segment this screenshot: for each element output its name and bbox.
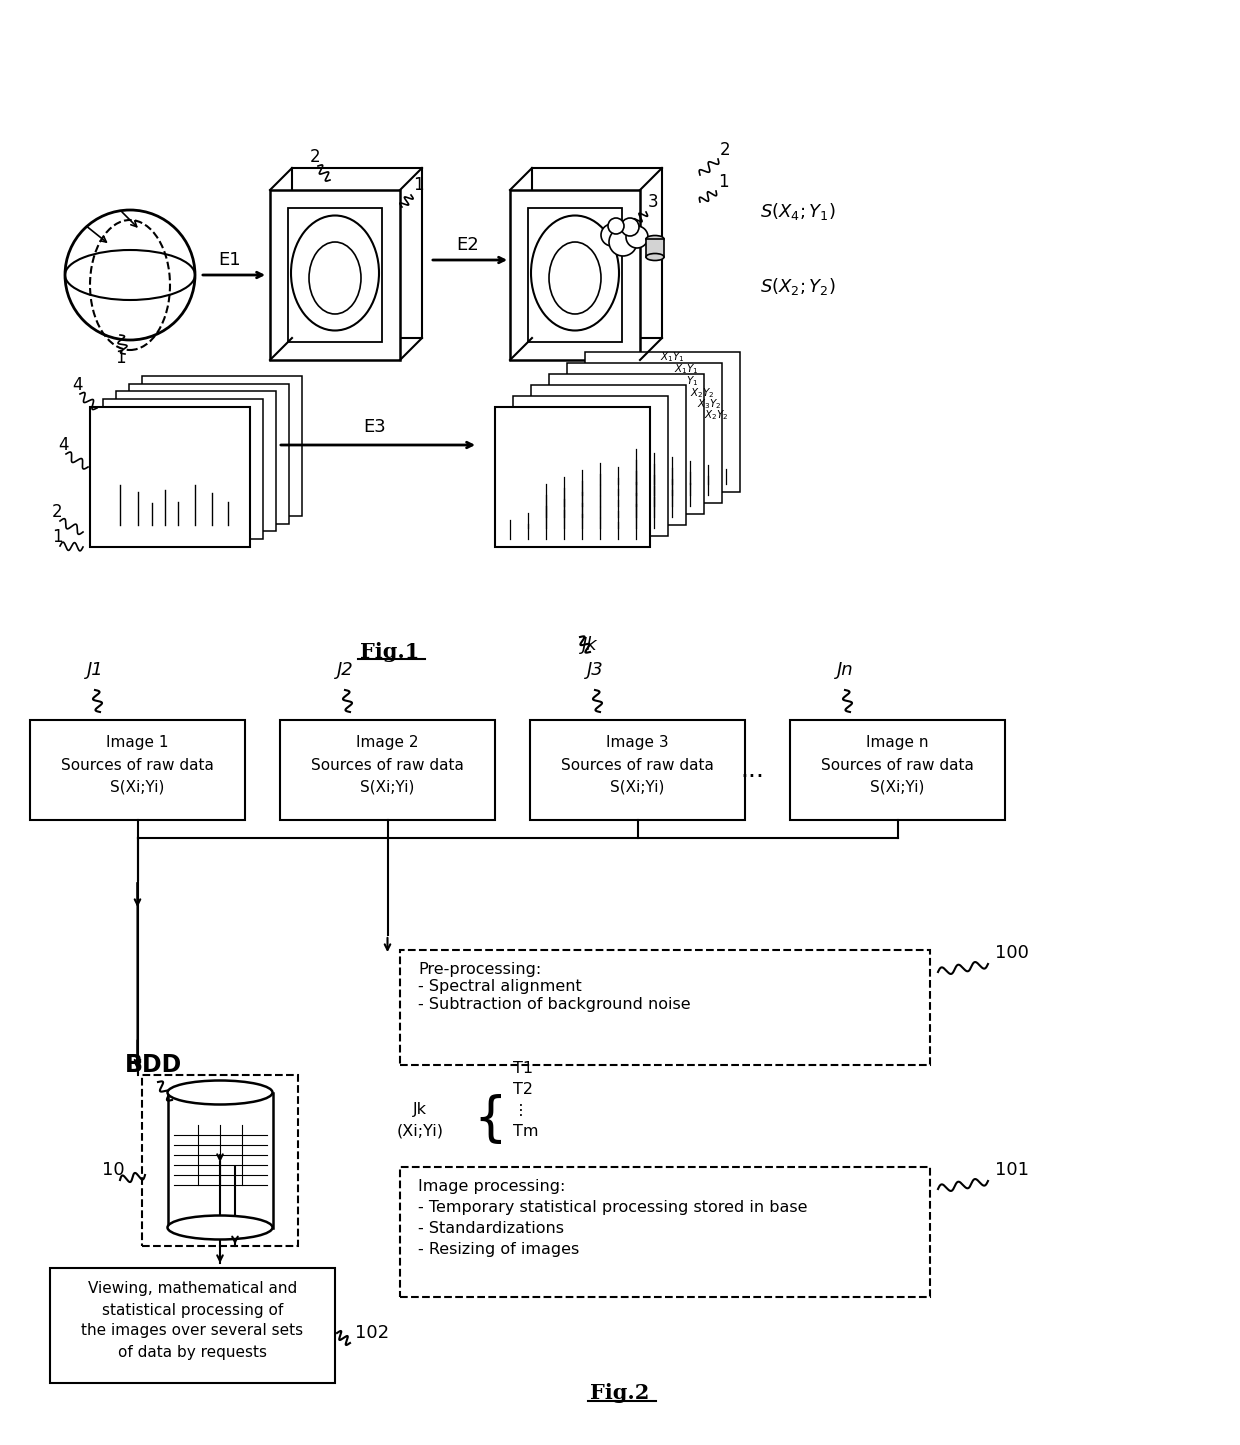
Text: T1
T2
⋮
Tm: T1 T2 ⋮ Tm [513,1061,538,1139]
Text: $X_2 Y_2$: $X_2 Y_2$ [689,386,714,400]
Bar [646,238,663,257]
Bar [50,1269,335,1383]
Text: E3: E3 [363,418,387,436]
Text: 4: 4 [58,436,68,454]
Text: Jk: Jk [583,636,598,655]
Text: BDD: BDD [125,1053,182,1077]
Text: 1: 1 [115,350,125,367]
Bar [288,208,382,342]
Bar [91,407,250,548]
Text: Pre-processing:
- Spectral alignment
- Subtraction of background noise: Pre-processing: - Spectral alignment - S… [418,962,691,1011]
Circle shape [601,224,622,246]
Bar [401,949,930,1065]
Text: 102: 102 [355,1324,389,1342]
Text: E2: E2 [456,236,480,254]
Bar [529,720,745,819]
Bar [280,720,495,819]
Bar [531,384,686,525]
Text: {: { [474,1094,507,1146]
Text: $S(X_4;Y_1)$: $S(X_4;Y_1)$ [760,201,836,223]
Text: 2: 2 [52,503,63,522]
Ellipse shape [167,1081,273,1104]
Bar [549,374,704,514]
Text: 2: 2 [720,142,730,159]
Bar [528,208,622,342]
Text: $S(X_2;Y_2)$: $S(X_2;Y_2)$ [760,276,836,298]
Text: J3: J3 [587,660,604,679]
Text: 4: 4 [72,376,83,394]
Bar [117,392,277,532]
Circle shape [608,218,624,234]
Ellipse shape [646,253,663,260]
Bar [143,376,303,516]
Bar [585,353,740,491]
Bar [495,407,650,548]
Circle shape [621,218,639,236]
Text: 1: 1 [413,176,424,194]
Text: J1: J1 [87,660,103,679]
Bar [30,720,246,819]
Text: Fig.1: Fig.1 [361,642,419,662]
Text: $Y_1$: $Y_1$ [686,374,698,387]
Text: E1: E1 [218,251,242,269]
Text: Image n
Sources of raw data
S(Xi;Yi): Image n Sources of raw data S(Xi;Yi) [821,736,973,795]
Text: Viewing, mathematical and
statistical processing of
the images over several sets: Viewing, mathematical and statistical pr… [82,1282,304,1360]
Bar [401,1168,930,1298]
Circle shape [626,225,649,249]
Text: 1: 1 [718,173,729,191]
Bar [790,720,1004,819]
Bar [103,399,263,539]
Bar [129,383,289,523]
Text: ...: ... [740,759,764,782]
Ellipse shape [167,1215,273,1240]
Text: 100: 100 [994,944,1029,962]
Text: 3: 3 [649,194,658,211]
Text: Fig.2: Fig.2 [590,1383,650,1403]
Text: 10: 10 [102,1160,125,1179]
Bar [291,168,422,338]
Bar [143,1075,298,1246]
Text: Jn: Jn [837,660,853,679]
Text: $X_1 Y_1$: $X_1 Y_1$ [675,363,699,376]
Bar [567,363,722,503]
Bar [270,189,401,360]
Text: $X_1 Y_1$: $X_1 Y_1$ [660,350,684,364]
Text: Image 2
Sources of raw data
S(Xi;Yi): Image 2 Sources of raw data S(Xi;Yi) [311,736,464,795]
Circle shape [609,228,637,256]
Text: J2: J2 [336,660,353,679]
Bar [513,396,668,536]
Bar [532,168,662,338]
Ellipse shape [646,236,663,243]
Text: $X_3 Y_2$: $X_3 Y_2$ [697,397,722,410]
Text: 1: 1 [52,527,63,546]
Text: Image 3
Sources of raw data
S(Xi;Yi): Image 3 Sources of raw data S(Xi;Yi) [560,736,714,795]
Text: Jk
(Xi;Yi): Jk (Xi;Yi) [397,1103,444,1139]
Text: 2: 2 [310,147,321,166]
Text: $X_2 Y_2$: $X_2 Y_2$ [704,407,729,422]
Bar [167,1092,273,1227]
Text: 101: 101 [994,1160,1029,1179]
Text: Image 1
Sources of raw data
S(Xi;Yi): Image 1 Sources of raw data S(Xi;Yi) [61,736,215,795]
Bar [510,189,640,360]
Text: Image processing:
- Temporary statistical processing stored in base
- Standardiz: Image processing: - Temporary statistica… [418,1179,807,1257]
